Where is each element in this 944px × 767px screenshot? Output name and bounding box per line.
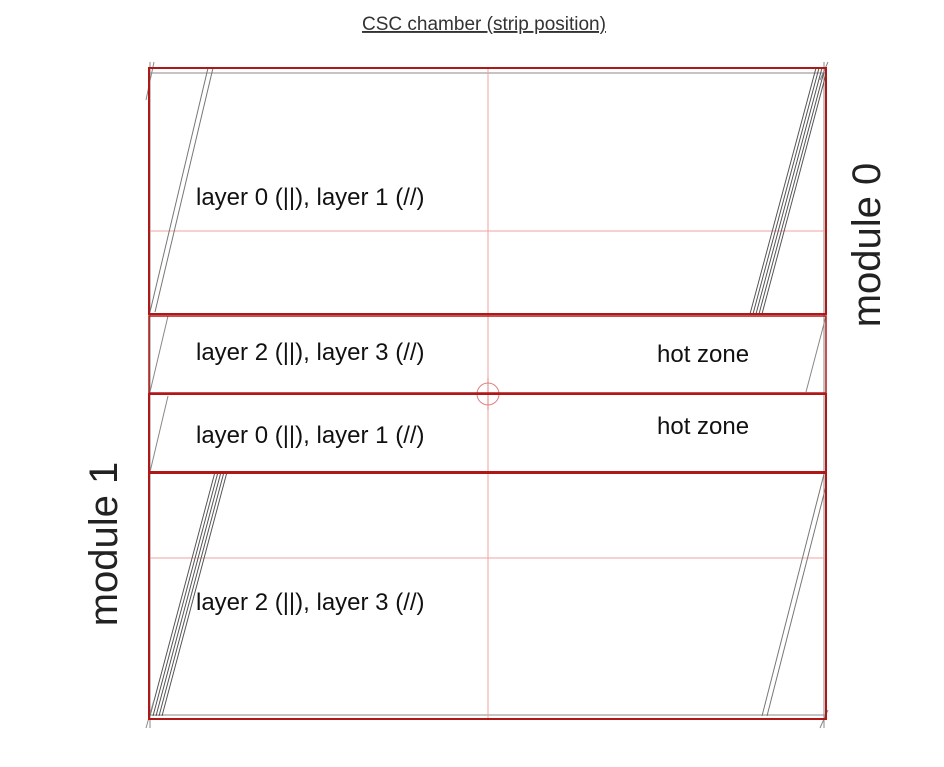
zone-frame-m1-lower bbox=[148, 472, 827, 720]
zone-label-m0-upper: layer 0 (||), layer 1 (//) bbox=[196, 184, 425, 211]
strip-band-middle bbox=[149, 315, 827, 473]
strip-band-m0-right bbox=[749, 67, 827, 315]
hot-zone-label-m0: hot zone bbox=[657, 341, 749, 368]
strip-band-m1-right bbox=[761, 473, 827, 717]
hot-zone-label-m1: hot zone bbox=[657, 413, 749, 440]
module-0-label: module 0 bbox=[845, 163, 889, 328]
zone-label-m1-lower: layer 2 (||), layer 3 (//) bbox=[196, 589, 425, 616]
strip-band-m0-left bbox=[149, 67, 214, 313]
strip-band-m1-left bbox=[149, 471, 228, 717]
zone-label-m0-lower: layer 2 (||), layer 3 (//) bbox=[196, 339, 425, 366]
zone-frames bbox=[148, 67, 827, 720]
diagram-title: CSC chamber (strip position) bbox=[362, 14, 606, 35]
module-1-label: module 1 bbox=[82, 462, 126, 627]
zone-label-m1-upper: layer 0 (||), layer 1 (//) bbox=[196, 422, 425, 449]
zone-frame-m0-upper bbox=[148, 67, 827, 315]
